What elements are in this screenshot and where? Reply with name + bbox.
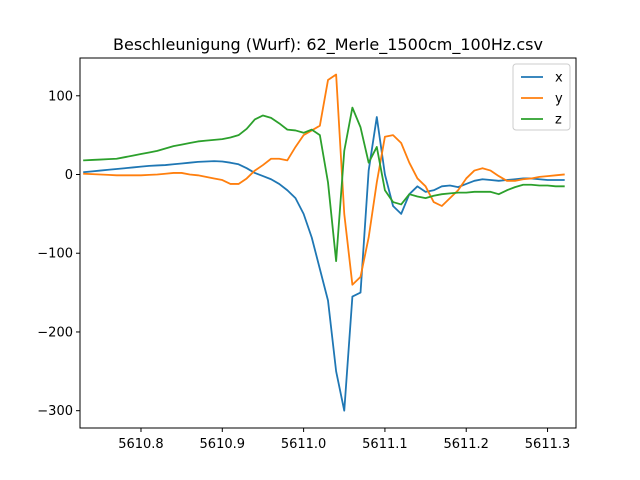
y-tick-label: −300 xyxy=(37,404,73,419)
series-line-y xyxy=(83,73,565,286)
y-tick-label: 0 xyxy=(65,168,73,183)
y-tick-label: −100 xyxy=(37,247,73,262)
legend-label-x: x xyxy=(555,71,563,86)
chart-title: Beschleunigung (Wurf): 62_Merle_1500cm_1… xyxy=(113,35,543,55)
series-layer xyxy=(83,73,565,412)
x-tick-label: 5610.8 xyxy=(118,437,164,452)
y-tick-label: 100 xyxy=(48,89,73,104)
y-tick-label: −200 xyxy=(37,325,73,340)
axes-layer: 5610.8 5610.9 5611.0 5611.1 5611.2 5611.3 100 0… xyxy=(37,57,577,452)
x-tick-label: 5610.9 xyxy=(200,437,246,452)
x-tick-label: 5611.3 xyxy=(525,437,571,452)
legend: xyz xyxy=(512,63,571,131)
legend-label-y: y xyxy=(555,92,563,107)
series-line-z xyxy=(83,106,565,263)
plot-frame xyxy=(79,57,577,429)
series-line-x xyxy=(83,116,565,412)
x-tick-label: 5611.0 xyxy=(281,437,327,452)
x-tick-label: 5611.2 xyxy=(443,437,489,452)
legend-label-z: z xyxy=(555,113,562,128)
legend-box xyxy=(512,63,571,131)
x-tick-label: 5611.1 xyxy=(362,437,408,452)
